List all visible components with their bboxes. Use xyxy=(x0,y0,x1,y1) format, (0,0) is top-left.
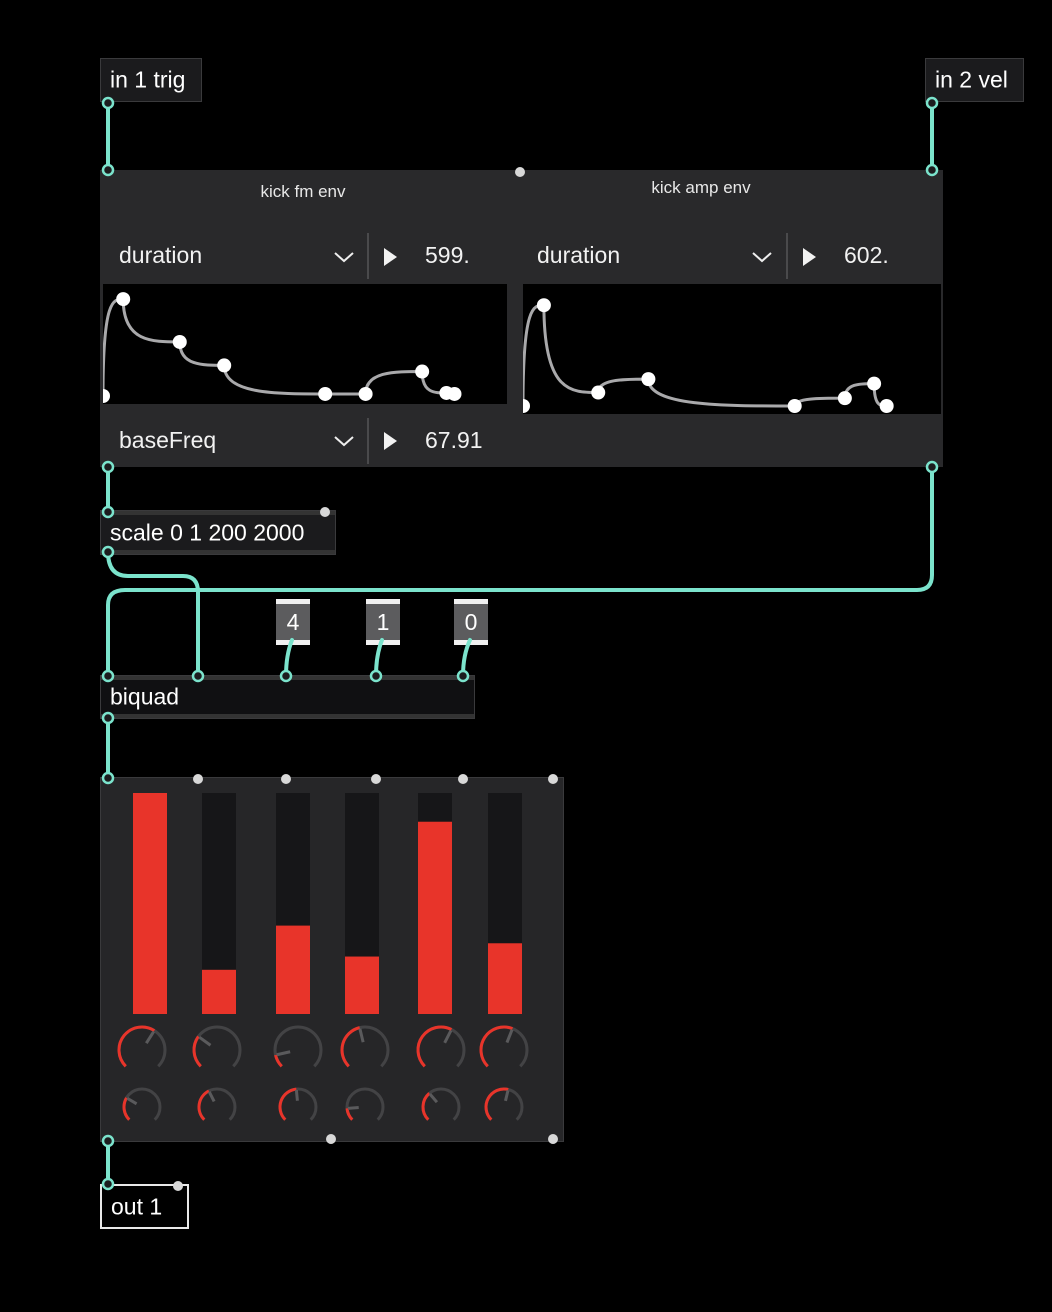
fm-env-breakpoint[interactable] xyxy=(217,358,232,373)
knob-bottom[interactable] xyxy=(278,1087,318,1121)
biquad-bottom-bar xyxy=(101,714,474,718)
knob-bottom[interactable] xyxy=(421,1087,461,1121)
chevron-down-icon[interactable] xyxy=(751,251,773,263)
play-icon[interactable] xyxy=(384,432,397,450)
amp-env-breakpoint[interactable] xyxy=(523,399,530,413)
amp-envelope-editor[interactable] xyxy=(523,284,941,414)
play-icon[interactable] xyxy=(803,248,816,266)
fm-envelope-editor[interactable] xyxy=(103,284,507,404)
chevron-down-icon[interactable] xyxy=(333,251,355,263)
knob-top[interactable] xyxy=(117,1025,167,1068)
knob-top[interactable] xyxy=(273,1025,323,1068)
knob-top[interactable] xyxy=(340,1025,390,1068)
biquad-object[interactable]: biquad xyxy=(100,675,475,719)
fm-env-breakpoint[interactable] xyxy=(116,292,131,307)
slider-fill[interactable] xyxy=(345,956,379,1014)
knob-top[interactable] xyxy=(192,1025,242,1068)
fm-duration-value[interactable]: 599. xyxy=(425,242,470,268)
inlet-1-object[interactable]: in 1 trig xyxy=(100,58,202,102)
slider-bank-panel xyxy=(100,777,564,1142)
amp-env-breakpoint[interactable] xyxy=(787,399,802,413)
outlet-1-object[interactable]: out 1 xyxy=(100,1184,189,1229)
fm-env-breakpoint[interactable] xyxy=(103,389,110,403)
slider-fill[interactable] xyxy=(133,793,167,1014)
slider-fill[interactable] xyxy=(418,821,452,1014)
biquad-top-bar xyxy=(101,676,474,680)
fm-env-breakpoint[interactable] xyxy=(358,386,373,401)
scale-bottom-bar xyxy=(101,550,335,554)
amp-env-curve xyxy=(523,303,887,408)
knob-bottom[interactable] xyxy=(484,1087,524,1121)
play-icon[interactable] xyxy=(384,248,397,266)
fm-separator xyxy=(367,233,369,279)
slider-fill[interactable] xyxy=(202,969,236,1014)
patch-cord[interactable] xyxy=(374,638,384,678)
message-box-0[interactable]: 0 xyxy=(454,599,488,645)
message-box-4[interactable]: 4 xyxy=(276,599,310,645)
slider-fill[interactable] xyxy=(488,943,522,1014)
message-box-1[interactable]: 1 xyxy=(366,599,400,645)
fm-env-breakpoint[interactable] xyxy=(447,386,462,401)
amp-env-breakpoint[interactable] xyxy=(591,385,606,400)
outlet-1-label: out 1 xyxy=(111,1193,163,1219)
patch-cord[interactable] xyxy=(106,550,200,678)
knob-top[interactable] xyxy=(479,1025,529,1068)
inlet-2-label: in 2 vel xyxy=(935,66,1008,93)
amp-param-menu[interactable]: duration xyxy=(537,242,621,268)
amp-duration-value[interactable]: 602. xyxy=(844,242,889,268)
scale-top-bar xyxy=(101,511,335,515)
knob-bottom[interactable] xyxy=(197,1087,237,1121)
envelope-panel: kick fm env kick amp env duration 599. d… xyxy=(100,170,943,467)
amp-env-breakpoint[interactable] xyxy=(879,399,894,413)
chevron-down-icon[interactable] xyxy=(333,435,355,447)
basefreq-param-menu[interactable]: baseFreq xyxy=(119,427,217,453)
patch-cord[interactable] xyxy=(284,638,294,678)
basefreq-value[interactable]: 67.91 xyxy=(425,427,483,453)
basefreq-separator xyxy=(367,418,369,464)
slider-bank-controls[interactable] xyxy=(101,778,565,1143)
fm-env-breakpoint[interactable] xyxy=(172,334,187,349)
fm-env-curve xyxy=(103,297,455,397)
patch-cord[interactable] xyxy=(106,465,934,678)
amp-env-breakpoint[interactable] xyxy=(867,376,882,391)
fm-param-menu[interactable]: duration xyxy=(119,242,203,268)
amp-env-breakpoint[interactable] xyxy=(837,391,852,406)
knob-bottom[interactable] xyxy=(345,1087,385,1121)
fm-env-title: kick fm env xyxy=(260,182,346,201)
inlet-1-label: in 1 trig xyxy=(110,66,186,93)
amp-env-breakpoint[interactable] xyxy=(641,372,656,387)
scale-object[interactable]: scale 0 1 200 2000 xyxy=(100,510,336,555)
fm-env-breakpoint[interactable] xyxy=(318,386,333,401)
scale-label: scale 0 1 200 2000 xyxy=(110,519,305,545)
knob-top[interactable] xyxy=(416,1025,466,1068)
patch-cord[interactable] xyxy=(461,638,472,678)
amp-env-breakpoint[interactable] xyxy=(536,298,551,313)
fm-env-breakpoint[interactable] xyxy=(415,364,430,379)
biquad-label: biquad xyxy=(110,683,180,710)
knob-bottom[interactable] xyxy=(122,1087,162,1121)
amp-env-title: kick amp env xyxy=(651,178,751,197)
slider-fill[interactable] xyxy=(276,925,310,1014)
inlet-2-object[interactable]: in 2 vel xyxy=(925,58,1024,102)
amp-separator xyxy=(786,233,788,279)
